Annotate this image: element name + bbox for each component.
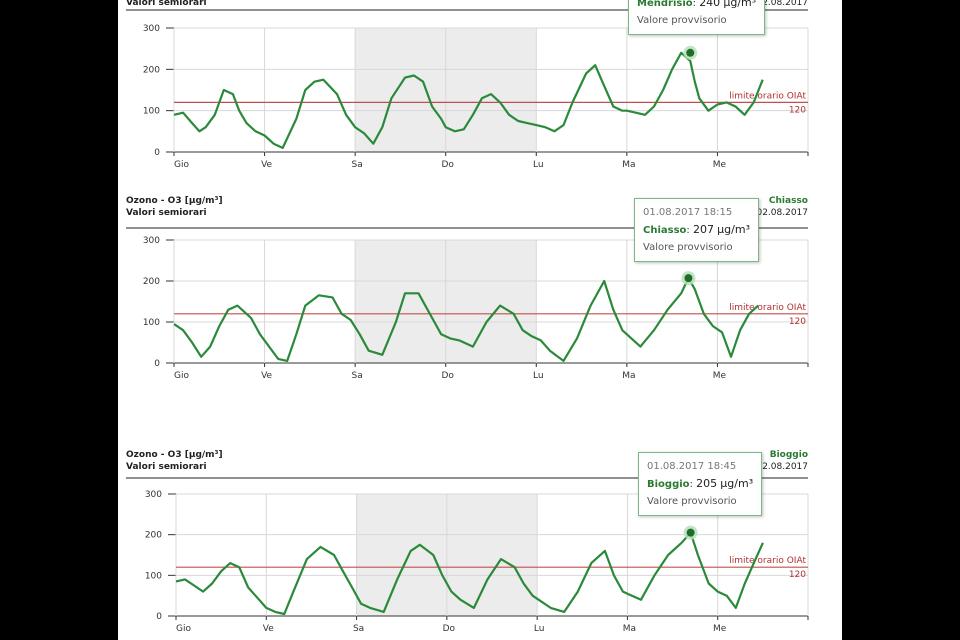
chart-title: Ozono - O3 [µg/m³]	[126, 450, 223, 460]
chart-subtitle: Valori semiorari	[126, 462, 207, 472]
tooltip-unit: µg/m³	[723, 0, 757, 9]
weekend-band-do	[446, 494, 538, 616]
threshold-value: 120	[789, 570, 806, 580]
chart-subtitle: Valori semiorari	[126, 0, 207, 8]
tooltip-note: Valore provvisorio	[647, 496, 737, 507]
threshold-label: limite orario OIAt	[729, 556, 806, 566]
x-tick-label: Sa	[352, 371, 363, 381]
y-tick-label: 200	[143, 277, 160, 287]
y-tick-label: 300	[143, 236, 160, 246]
x-tick-label: Do	[441, 160, 454, 170]
weekend-band-sa	[355, 28, 446, 152]
y-tick-label: 100	[145, 571, 162, 581]
threshold-label: limite orario OIAt	[729, 91, 806, 101]
x-tick-label: Ma	[623, 624, 636, 634]
tooltip-value: 205	[696, 477, 718, 490]
weekend-band-do	[445, 240, 537, 363]
chart-panel-mendrisio: Valori semiorari 2.08.2017 0 100 200 300 Gio…	[118, 0, 842, 190]
chart-date: 02.08.2017	[756, 462, 808, 472]
y-tick-label: 300	[145, 490, 162, 500]
tooltip-timestamp: 01.08.2017 18:45	[647, 461, 737, 472]
tooltip-timestamp: 01.08.2017 18:15	[643, 207, 733, 218]
chart-date: 2.08.2017	[762, 0, 808, 8]
highlight-point	[684, 274, 693, 283]
chart-panel-bioggio: Ozono - O3 [µg/m³] Valori semiorari Biog…	[118, 444, 842, 640]
y-tick-label: 0	[154, 359, 160, 369]
ozone-chart-chiasso[interactable]: 0 100 200 300 Gio Ve Sa Do Lu Ma Me limite orario O…	[118, 190, 842, 390]
tooltip-value: 240	[699, 0, 721, 9]
highlight-point	[686, 528, 695, 537]
station-name: Bioggio	[769, 450, 808, 460]
y-tick-label: 100	[143, 107, 160, 117]
chart-panel-chiasso: Ozono - O3 [µg/m³] Valori semiorari Chia…	[118, 190, 842, 390]
ozone-series-line	[173, 51, 764, 149]
threshold-value: 120	[789, 105, 806, 115]
tooltip-station: Chiasso	[643, 225, 687, 236]
tooltip-unit: µg/m³	[717, 223, 750, 236]
x-tick-label: Gio	[176, 624, 191, 634]
ozone-chart-bioggio[interactable]: 0 100 200 300 Gio Ve Sa Do Lu Ma Me limite orario O…	[118, 444, 842, 640]
tooltip-note: Valore provvisorio	[637, 15, 727, 26]
data-tooltip: 01.08.2017 18:45 Bioggio: 205 µg/m³ Valo…	[638, 452, 763, 516]
ozone-series-line	[173, 276, 759, 362]
x-tick-label: Me	[713, 160, 727, 170]
y-tick-label: 0	[156, 612, 162, 622]
data-tooltip: Mendrisio: 240 µg/m³ Valore provvisorio	[628, 0, 766, 35]
x-tick-label: Lu	[533, 371, 544, 381]
chart-subtitle: Valori semiorari	[126, 208, 207, 218]
x-tick-label: Sa	[353, 624, 364, 634]
weekend-band-sa	[355, 240, 446, 363]
x-tick-label: Ve	[261, 160, 272, 170]
ozone-series-line	[175, 531, 764, 616]
page: Valori semiorari 2.08.2017 0 100 200 300 Gio…	[118, 0, 842, 640]
tooltip-unit: µg/m³	[720, 477, 754, 490]
highlight-point	[686, 48, 695, 57]
tooltip-station: Mendrisio	[637, 0, 693, 9]
weekend-band-do	[445, 28, 537, 152]
x-tick-label: Me	[713, 371, 727, 381]
y-tick-label: 0	[154, 148, 160, 158]
ozone-chart-mendrisio[interactable]: 0 100 200 300 Gio Ve Sa Do Lu Ma Me limite orario O…	[118, 0, 842, 190]
x-tick-label: Gio	[174, 371, 189, 381]
data-tooltip: 01.08.2017 18:15 Chiasso: 207 µg/m³ Valo…	[634, 198, 759, 262]
y-tick-label: 100	[143, 318, 160, 328]
x-tick-label: Ma	[622, 371, 635, 381]
x-tick-label: Lu	[533, 160, 544, 170]
y-tick-label: 200	[145, 531, 162, 541]
station-name: Chiasso	[768, 196, 808, 206]
tooltip-value: 207	[692, 223, 714, 236]
x-tick-label: Me	[713, 624, 727, 634]
x-tick-label: Ma	[622, 160, 635, 170]
threshold-value: 120	[789, 317, 806, 327]
tooltip-station: Bioggio	[647, 479, 690, 490]
x-tick-label: Lu	[534, 624, 545, 634]
x-tick-label: Ve	[261, 371, 272, 381]
x-tick-label: Ve	[263, 624, 274, 634]
x-tick-label: Do	[441, 371, 454, 381]
y-tick-label: 200	[143, 65, 160, 75]
x-tick-label: Gio	[174, 160, 189, 170]
chart-date: 02.08.2017	[756, 208, 808, 218]
y-tick-label: 300	[143, 24, 160, 34]
chart-title: Ozono - O3 [µg/m³]	[126, 196, 223, 206]
threshold-label: limite orario OIAt	[729, 303, 806, 313]
x-tick-label: Sa	[352, 160, 363, 170]
tooltip-note: Valore provvisorio	[643, 242, 733, 253]
x-tick-label: Do	[443, 624, 456, 634]
